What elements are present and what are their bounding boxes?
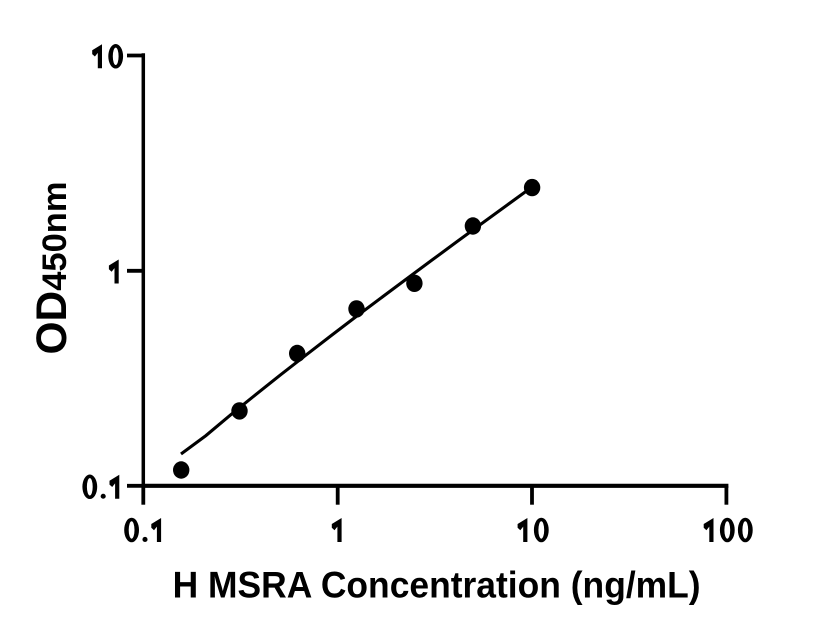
svg-text:H MSRA Concentration (ng/mL): H MSRA Concentration (ng/mL) <box>173 563 701 605</box>
svg-text:OD450nm: OD450nm <box>29 181 76 354</box>
